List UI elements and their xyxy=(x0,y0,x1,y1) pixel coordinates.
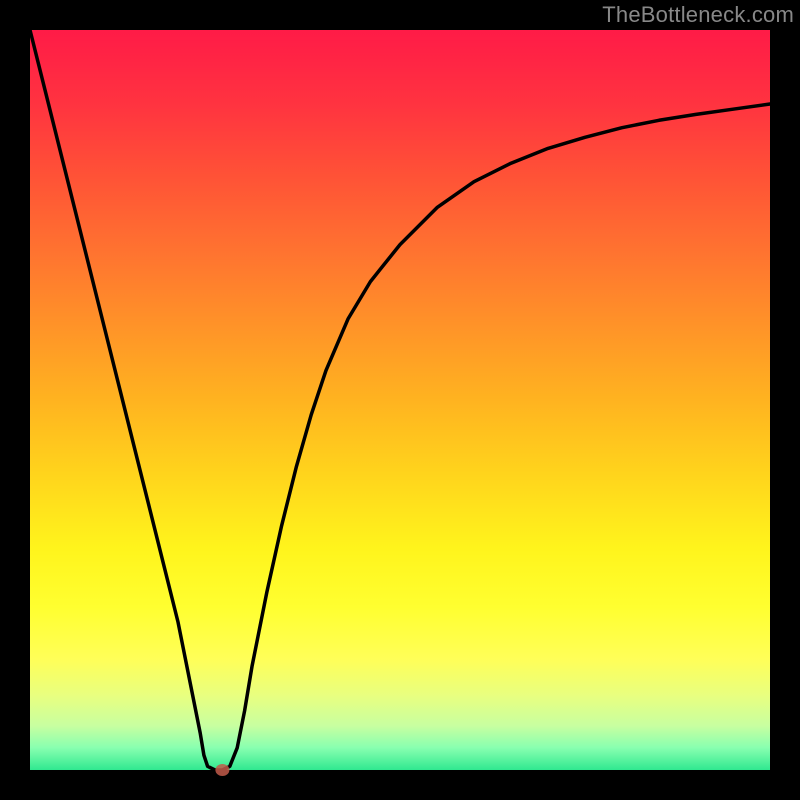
watermark-text: TheBottleneck.com xyxy=(602,2,794,28)
bottleneck-chart xyxy=(0,0,800,800)
plot-area xyxy=(30,30,770,770)
min-marker xyxy=(215,764,229,776)
chart-container: TheBottleneck.com xyxy=(0,0,800,800)
